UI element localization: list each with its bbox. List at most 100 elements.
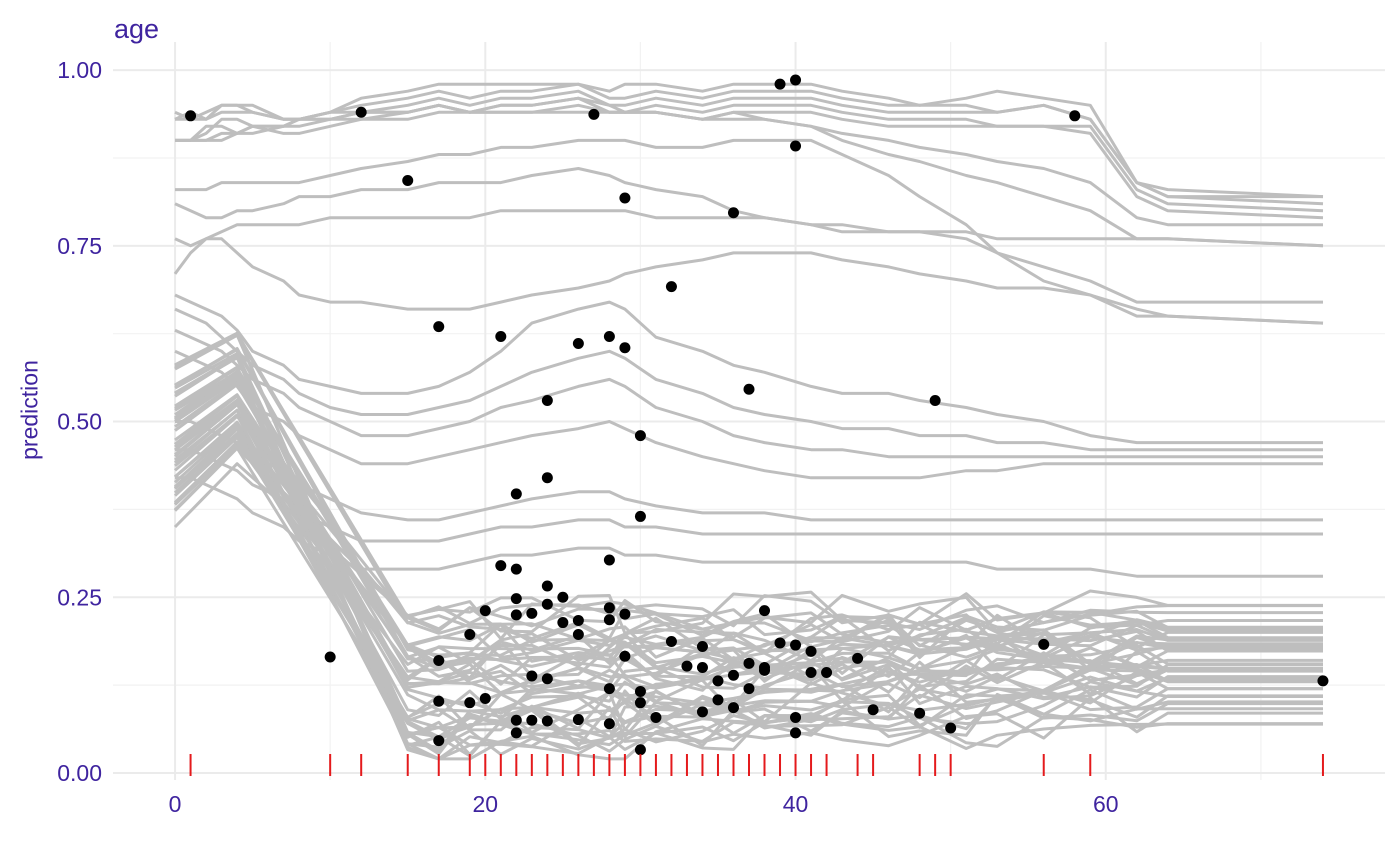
x-tick-label: 40: [783, 791, 809, 817]
observation-point: [433, 695, 445, 707]
ice-line: [174, 333, 1323, 746]
ice-line: [174, 293, 1323, 445]
observation-point: [945, 722, 957, 734]
observation-point: [914, 707, 926, 719]
observation-point: [696, 706, 708, 718]
observation-point: [526, 714, 538, 726]
observation-point: [572, 629, 584, 641]
observation-point: [681, 660, 693, 672]
observation-point: [696, 640, 708, 652]
observation-point: [510, 727, 522, 739]
observation-point: [712, 675, 724, 687]
observation-point: [541, 715, 553, 727]
observation-point: [650, 711, 662, 723]
ice-line: [173, 237, 1324, 325]
ice-line: [175, 420, 1323, 522]
observation-point: [759, 664, 771, 676]
chart-title: age: [114, 14, 160, 44]
ice-line: [174, 393, 1323, 680]
observation-point: [852, 652, 864, 664]
ice-line: [174, 167, 1323, 304]
ice-line: [175, 110, 1324, 248]
ice-line: [174, 332, 1323, 628]
observation-point: [805, 666, 817, 678]
ice-line: [175, 448, 1323, 543]
ice-line: [175, 96, 1323, 227]
observation-point: [464, 629, 476, 641]
observation-point: [402, 174, 414, 186]
observation-point: [557, 591, 569, 603]
observation-point: [712, 694, 724, 706]
observation-point: [743, 683, 755, 695]
observation-point: [743, 657, 755, 669]
observation-point: [727, 207, 739, 219]
observation-point: [479, 692, 491, 704]
observation-point: [790, 639, 802, 651]
observation-point: [603, 683, 615, 695]
observation-point: [727, 669, 739, 681]
ice-line: [174, 82, 1323, 199]
observation-point: [495, 560, 507, 572]
observation-point: [790, 74, 802, 86]
observation-point: [588, 108, 600, 120]
observation-point: [1069, 110, 1081, 122]
observation-point: [821, 666, 833, 678]
x-tick-label: 60: [1093, 791, 1119, 817]
observation-point: [727, 702, 739, 714]
ice-line: [175, 476, 1323, 578]
observation-point: [510, 563, 522, 575]
observation-point: [619, 192, 631, 204]
observation-point: [464, 697, 476, 709]
y-tick-label: 0.75: [57, 233, 102, 259]
observation-point: [805, 645, 817, 657]
observation-point: [603, 330, 615, 342]
observation-point: [743, 383, 755, 395]
ice-line: [174, 307, 1323, 452]
observation-point: [774, 78, 786, 90]
ice-line: [174, 331, 1323, 756]
observation-point: [1038, 638, 1050, 650]
observation-point: [929, 394, 941, 406]
observation-point: [433, 735, 445, 747]
ice-line: [174, 349, 1323, 480]
observation-point: [526, 670, 538, 682]
observation-point: [355, 106, 367, 118]
y-tick-label: 0.50: [57, 409, 102, 435]
observation-point: [526, 607, 538, 619]
y-tick-label: 1.00: [57, 57, 102, 83]
observation-point: [634, 685, 646, 697]
observation-point: [665, 281, 677, 293]
observation-point: [774, 637, 786, 649]
ice-line: [174, 328, 1323, 459]
observation-point: [510, 488, 522, 500]
observation-point: [634, 697, 646, 709]
observation-point: [619, 608, 631, 620]
observation-point: [433, 321, 445, 333]
ice-line: [174, 209, 1324, 248]
observation-point: [433, 655, 445, 667]
observation-point: [634, 510, 646, 522]
observation-point: [619, 342, 631, 354]
observation-point: [603, 614, 615, 626]
observation-point: [541, 472, 553, 484]
observation-point: [634, 744, 646, 756]
observation-point: [759, 605, 771, 617]
x-tick-label: 0: [169, 791, 182, 817]
observation-point: [541, 580, 553, 592]
observation-point: [510, 609, 522, 621]
observation-point: [510, 714, 522, 726]
x-tick-label: 20: [472, 791, 498, 817]
y-tick-label: 0.25: [57, 584, 102, 610]
observation-point: [790, 140, 802, 152]
ice-line: [174, 375, 1323, 753]
observation-point: [541, 598, 553, 610]
observation-point: [572, 338, 584, 350]
observation-point: [696, 662, 708, 674]
observation-point: [510, 593, 522, 605]
observation-point: [541, 673, 553, 685]
y-tick-label: 0.00: [57, 760, 102, 786]
observation-point: [1317, 675, 1329, 687]
observation-point: [603, 602, 615, 614]
